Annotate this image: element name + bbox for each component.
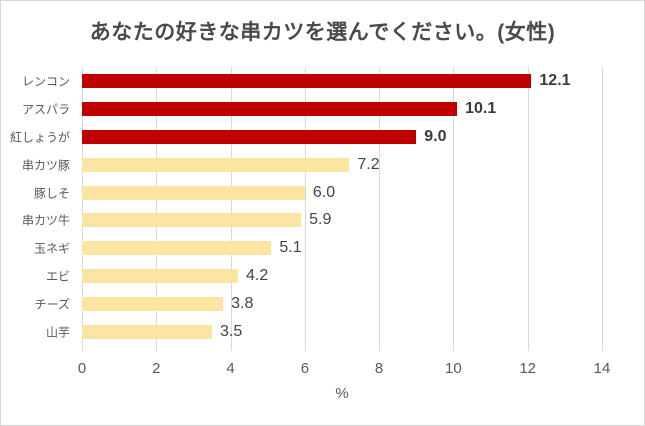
bar-value-label: 12.1 [539, 71, 571, 89]
x-axis-tick-label: 0 [77, 360, 87, 377]
gridline [602, 67, 603, 346]
category-label: 串カツ豚 [21, 158, 70, 173]
bar [82, 213, 302, 228]
bar-value-label: 5.9 [309, 211, 332, 229]
axis-tick-mark [230, 346, 232, 351]
gridline [156, 67, 158, 346]
axis-tick-mark [527, 346, 529, 351]
category-label: エビ [45, 269, 70, 284]
bar-value-label: 3.5 [220, 323, 243, 341]
gridline [453, 67, 455, 346]
category-label: 豚しそ [33, 186, 70, 200]
bar [82, 269, 238, 284]
axis-tick-mark [156, 346, 158, 351]
chart-title: あなたの好きな串カツを選んでください。(女性) [89, 21, 556, 44]
bar-value-label: 7.2 [357, 155, 380, 173]
axis-tick-mark [453, 346, 455, 351]
x-axis-label: % [335, 385, 349, 402]
category-label: 玉ネギ [33, 241, 70, 256]
bar-value-label: 6.0 [312, 183, 336, 201]
plot-area: 12.1 10.1 9.0 7.2 6.0 5.9 5.1 4.2 3.8 3.5 [82, 67, 603, 351]
x-axis-tick-label: 10 [445, 360, 462, 377]
bar [82, 73, 532, 88]
bar-value-label: 9.0 [424, 127, 447, 145]
gridline [527, 67, 529, 346]
bar [82, 325, 212, 340]
x-axis-ticks: 0 2 4 6 8 10 12 14 [78, 360, 611, 378]
bar [82, 157, 350, 172]
x-axis-tick-label: 6 [300, 360, 310, 377]
category-label: 山芋 [45, 325, 70, 340]
bar-value-label: 3.8 [231, 295, 254, 313]
category-label: アスパラ [21, 102, 70, 117]
gridline [82, 67, 83, 346]
axis-tick-mark [379, 346, 381, 351]
gridline [379, 67, 381, 346]
bar [82, 241, 272, 256]
axis-tick-mark [602, 346, 603, 351]
category-axis: レンコンアスパラ紅しょうが串カツ豚豚しそ串カツ牛玉ネギエビチーズ山芋 [1, 67, 76, 346]
x-axis-tick-label: 8 [374, 360, 384, 377]
x-axis-tick-label: 14 [593, 360, 611, 377]
bar [82, 185, 305, 200]
x-axis-tick-label: 4 [226, 360, 235, 377]
bar-value-label: 4.2 [246, 267, 269, 285]
category-label: レンコン [21, 74, 70, 89]
x-axis-tick-label: 12 [519, 360, 537, 377]
category-label: 串カツ牛 [21, 213, 70, 228]
bar [82, 297, 224, 312]
bar [82, 101, 458, 116]
bar-value-label: 10.1 [465, 99, 497, 117]
axis-tick-mark [82, 346, 83, 351]
category-label: チーズ [34, 297, 70, 312]
bar-value-label: 5.1 [279, 239, 302, 257]
gridline [230, 67, 232, 346]
x-axis-tick-label: 2 [152, 360, 161, 377]
bar [82, 129, 417, 144]
axis-tick-mark [304, 346, 306, 351]
category-label: 紅しょうが [9, 130, 70, 145]
gridline [304, 67, 306, 346]
